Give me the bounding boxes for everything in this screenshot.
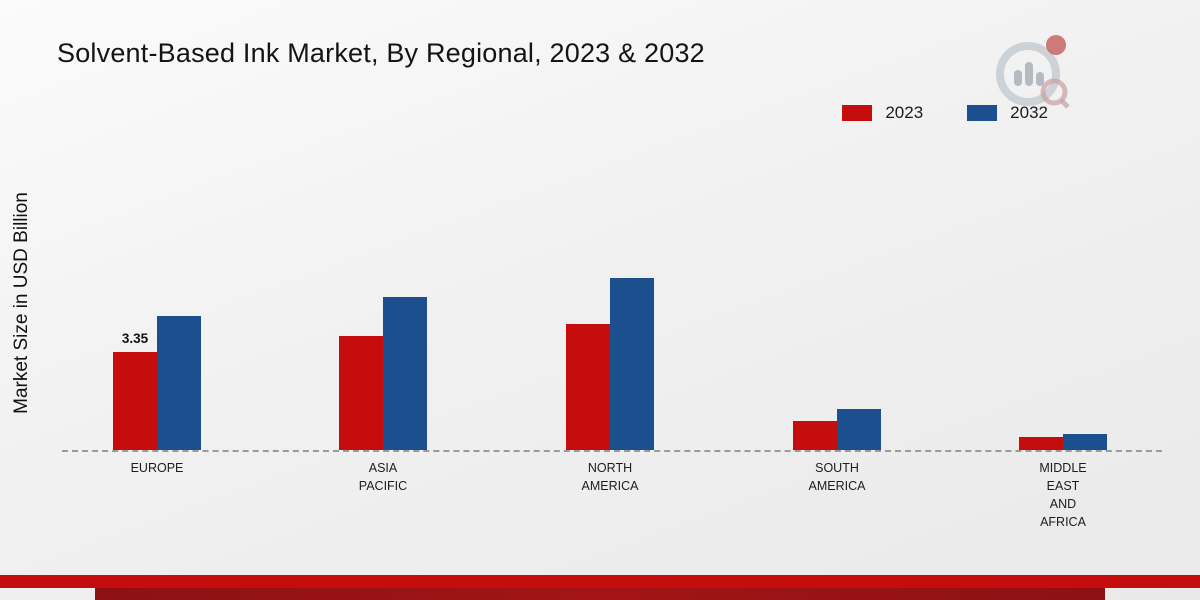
legend-swatch-2023 — [842, 105, 873, 121]
chart-title: Solvent-Based Ink Market, By Regional, 2… — [57, 38, 705, 68]
legend-item-2023: 2023 — [842, 103, 923, 123]
bar-2023-category-4 — [1019, 436, 1063, 450]
bar-2023-category-1 — [339, 336, 383, 450]
category-label-2: NORTH AMERICA — [581, 461, 639, 494]
bar-chart-circle-logo-icon — [996, 35, 1070, 109]
bar-2032-category-2 — [610, 277, 654, 450]
bar-2032-category-4 — [1063, 433, 1107, 450]
category-label-1: ASIA PACIFIC — [358, 461, 408, 494]
brand-logo — [990, 32, 1076, 110]
bar-2023-category-3 — [793, 420, 837, 450]
legend-label-2023: 2023 — [885, 103, 924, 122]
legend-swatch-2032 — [967, 105, 998, 121]
bar-2032-category-0 — [157, 315, 201, 450]
footer-stripe-secondary — [95, 588, 1105, 600]
bar-2023-category-0 — [113, 352, 157, 450]
footer-stripe-primary — [0, 575, 1200, 588]
category-label-0: EUROPE — [130, 461, 184, 475]
category-label-3: SOUTH AMERICA — [808, 461, 866, 494]
bar-value-label: 3.35 — [121, 331, 149, 347]
category-label-4: MIDDLE EAST AND AFRICA — [1039, 461, 1087, 530]
bar-2032-category-3 — [837, 409, 881, 450]
legend: 2023 2032 — [842, 103, 1048, 123]
legend-label-2032: 2032 — [1010, 103, 1048, 122]
legend-item-2032: 2032 — [967, 103, 1048, 123]
bar-2032-category-1 — [383, 296, 427, 450]
x-axis-baseline — [62, 450, 1162, 452]
bar-2023-category-2 — [566, 324, 610, 450]
